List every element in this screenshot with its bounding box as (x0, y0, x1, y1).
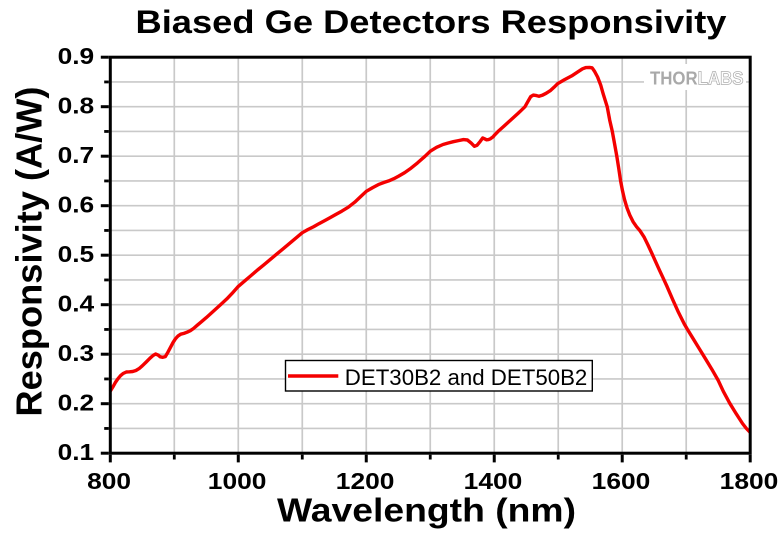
svg-text:0.8: 0.8 (58, 93, 95, 119)
svg-text:0.3: 0.3 (58, 340, 95, 366)
svg-text:0.9: 0.9 (58, 43, 95, 69)
svg-text:1200: 1200 (336, 468, 395, 494)
svg-text:1400: 1400 (464, 468, 523, 494)
svg-text:DET30B2 and DET50B2: DET30B2 and DET50B2 (345, 365, 588, 390)
svg-text:1600: 1600 (592, 468, 651, 494)
svg-text:0.7: 0.7 (58, 142, 95, 168)
svg-text:0.1: 0.1 (58, 439, 95, 465)
svg-text:0.4: 0.4 (58, 291, 95, 317)
svg-text:THORLABS: THORLABS (650, 67, 744, 88)
svg-text:1000: 1000 (208, 468, 267, 494)
svg-text:800: 800 (87, 468, 131, 494)
svg-text:0.2: 0.2 (58, 390, 95, 416)
svg-text:Biased Ge Detectors Responsivi: Biased Ge Detectors Responsivity (136, 4, 727, 40)
svg-text:Responsivity (A/W): Responsivity (A/W) (8, 87, 49, 417)
svg-text:0.5: 0.5 (58, 241, 95, 267)
svg-text:1800: 1800 (720, 468, 779, 494)
svg-text:Wavelength (nm): Wavelength (nm) (277, 493, 576, 530)
svg-text:0.6: 0.6 (58, 192, 95, 218)
